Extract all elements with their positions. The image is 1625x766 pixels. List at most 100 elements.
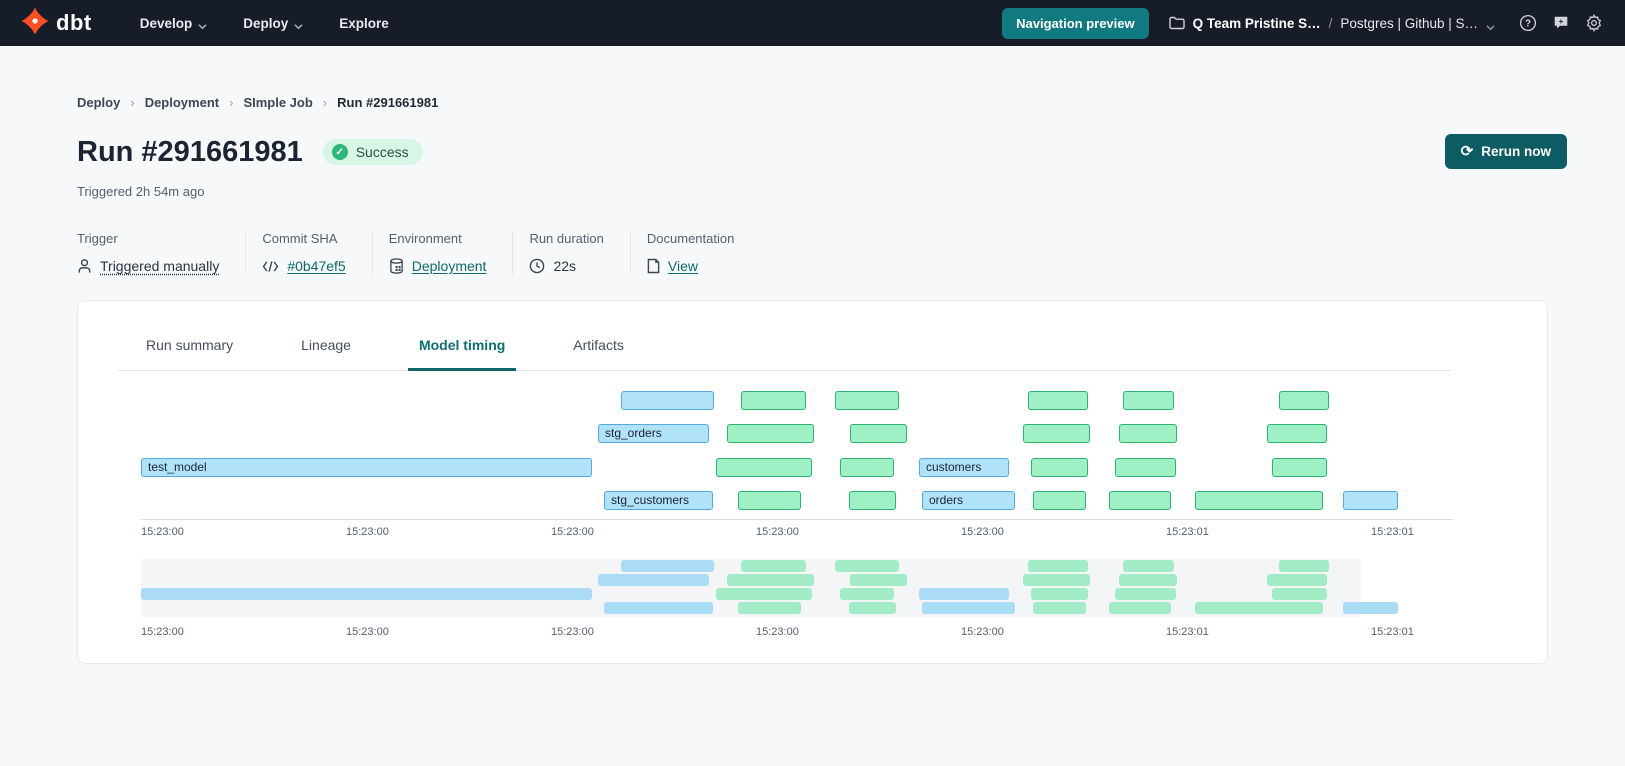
- status-badge: ✓ Success: [322, 139, 423, 165]
- code-icon: [262, 260, 279, 273]
- run-detail-card: Run summary Lineage Model timing Artifac…: [77, 300, 1548, 664]
- account-project-switcher[interactable]: Q Team Pristine S… / Postgres | Github |…: [1168, 15, 1495, 31]
- document-icon: [647, 258, 660, 274]
- tab-lineage[interactable]: Lineage: [301, 337, 351, 353]
- axis-tick-label: 15:23:00: [756, 526, 799, 538]
- overview-mini-bar: [604, 602, 713, 614]
- documentation-view-link[interactable]: View: [667, 258, 698, 274]
- gantt-bar[interactable]: [1119, 424, 1177, 443]
- folder-icon: [1168, 16, 1185, 30]
- nav-menu-develop[interactable]: Develop: [126, 8, 222, 39]
- meta-documentation-label: Documentation: [646, 231, 735, 246]
- gantt-bar[interactable]: [1123, 391, 1174, 410]
- overview-mini-bar: [1031, 588, 1088, 600]
- overview-mini-bar: [849, 602, 896, 614]
- svg-text:+: +: [1559, 17, 1564, 26]
- gantt-bar[interactable]: [716, 458, 812, 477]
- chevron-down-icon: [1486, 19, 1495, 30]
- gantt-bar[interactable]: [849, 491, 896, 510]
- axis-tick-label: 15:23:00: [961, 526, 1004, 538]
- gantt-bar-customers[interactable]: customers: [919, 458, 1009, 477]
- axis-tick-label: 15:23:01: [1371, 626, 1414, 638]
- tab-model-timing[interactable]: Model timing: [407, 337, 517, 371]
- gantt-bar[interactable]: [1343, 491, 1398, 510]
- project-name: Postgres | Github | S…: [1340, 15, 1478, 31]
- run-tabs: Run summary Lineage Model timing Artifac…: [118, 301, 1451, 371]
- axis-tick-label: 15:23:00: [756, 626, 799, 638]
- meta-documentation: Documentation View: [631, 231, 760, 274]
- overview-mini-bar: [1115, 588, 1176, 600]
- meta-trigger-value[interactable]: Triggered manually: [100, 258, 220, 274]
- gantt-bar[interactable]: [621, 391, 714, 410]
- meta-duration-label: Run duration: [529, 231, 604, 246]
- nav-menu-deploy[interactable]: Deploy: [229, 8, 317, 39]
- gantt-bar[interactable]: [835, 391, 899, 410]
- gantt-bar[interactable]: [1272, 458, 1327, 477]
- success-check-icon: ✓: [331, 144, 348, 160]
- help-icon[interactable]: ?: [1519, 14, 1537, 32]
- dbt-logo-text: dbt: [56, 10, 92, 35]
- overview-mini-bar: [1028, 560, 1088, 572]
- run-detail-page: Deploy › Deployment › SImple Job › Run #…: [0, 95, 1625, 664]
- svg-text:?: ?: [1525, 19, 1531, 30]
- gantt-bar[interactable]: [741, 391, 806, 410]
- gantt-bar[interactable]: [1195, 491, 1323, 510]
- overview-mini-bar: [741, 560, 806, 572]
- gantt-overview-brush[interactable]: [141, 559, 1398, 617]
- gantt-bar[interactable]: [1109, 491, 1171, 510]
- run-duration-value: 22s: [553, 258, 577, 274]
- gantt-bar-stg_orders[interactable]: stg_orders: [598, 424, 709, 443]
- gantt-bar-test_model[interactable]: test_model: [141, 458, 592, 477]
- gantt-bar[interactable]: [1028, 391, 1088, 410]
- gantt-bar[interactable]: [1033, 491, 1086, 510]
- gantt-bar[interactable]: [1023, 424, 1090, 443]
- nav-menu-explore-label: Explore: [339, 15, 389, 31]
- nav-menu-explore[interactable]: Explore: [325, 8, 403, 39]
- overview-mini-bar: [1109, 602, 1171, 614]
- overview-mini-bar: [716, 588, 812, 600]
- meta-trigger-label: Trigger: [77, 231, 118, 246]
- breadcrumb-separator: ›: [322, 95, 328, 110]
- rerun-now-button[interactable]: ⟳ Rerun now: [1444, 134, 1567, 169]
- axis-tick-label: 15:23:01: [1166, 526, 1209, 538]
- rerun-now-label: Rerun now: [1481, 144, 1551, 159]
- breadcrumb-separator: ›: [229, 95, 234, 110]
- overview-mini-bar: [621, 560, 714, 572]
- nav-menu-develop-label: Develop: [139, 15, 193, 31]
- tab-artifacts[interactable]: Artifacts: [573, 337, 624, 353]
- gantt-bar[interactable]: [840, 458, 894, 477]
- gantt-bar[interactable]: [727, 424, 814, 443]
- gantt-bar-orders[interactable]: orders: [922, 491, 1015, 510]
- breadcrumb-job[interactable]: SImple Job: [243, 95, 313, 110]
- environment-link[interactable]: Deployment: [411, 258, 487, 274]
- axis-tick-label: 15:23:00: [551, 626, 594, 638]
- overview-mini-bar: [1279, 560, 1329, 572]
- overview-mini-bar: [727, 574, 814, 586]
- gantt-bar[interactable]: [738, 491, 801, 510]
- overview-mini-bar: [1272, 588, 1327, 600]
- axis-tick-label: 15:23:00: [551, 526, 594, 538]
- axis-tick-label: 15:23:00: [141, 526, 184, 538]
- dbt-logo[interactable]: dbt: [20, 6, 92, 41]
- axis-tick-label: 15:23:01: [1371, 526, 1414, 538]
- tab-run-summary[interactable]: Run summary: [146, 337, 234, 353]
- gantt-bar[interactable]: [1115, 458, 1176, 477]
- navigation-preview-button[interactable]: Navigation preview: [1002, 7, 1149, 39]
- gantt-bar[interactable]: [850, 424, 907, 443]
- meta-trigger: Trigger Triggered manually: [77, 231, 247, 274]
- overview-mini-bar: [919, 588, 1009, 600]
- breadcrumb-deploy[interactable]: Deploy: [77, 95, 121, 110]
- database-icon: [389, 258, 404, 274]
- gantt-bar[interactable]: [1279, 391, 1329, 410]
- gantt-bar-stg_customers[interactable]: stg_customers: [604, 491, 713, 510]
- gantt-bar[interactable]: [1267, 424, 1327, 443]
- breadcrumb-deployment[interactable]: Deployment: [144, 95, 220, 110]
- refresh-icon: ⟳: [1460, 143, 1474, 160]
- feedback-icon[interactable]: +: [1552, 14, 1570, 32]
- gantt-bar[interactable]: [1031, 458, 1088, 477]
- axis-tick-label: 15:23:00: [141, 626, 184, 638]
- commit-sha-link[interactable]: #0b47ef5: [287, 258, 346, 274]
- settings-icon[interactable]: [1585, 14, 1603, 32]
- meta-commit-sha: Commit SHA #0b47ef5: [246, 231, 373, 274]
- page-title: Run #291661981: [77, 135, 303, 168]
